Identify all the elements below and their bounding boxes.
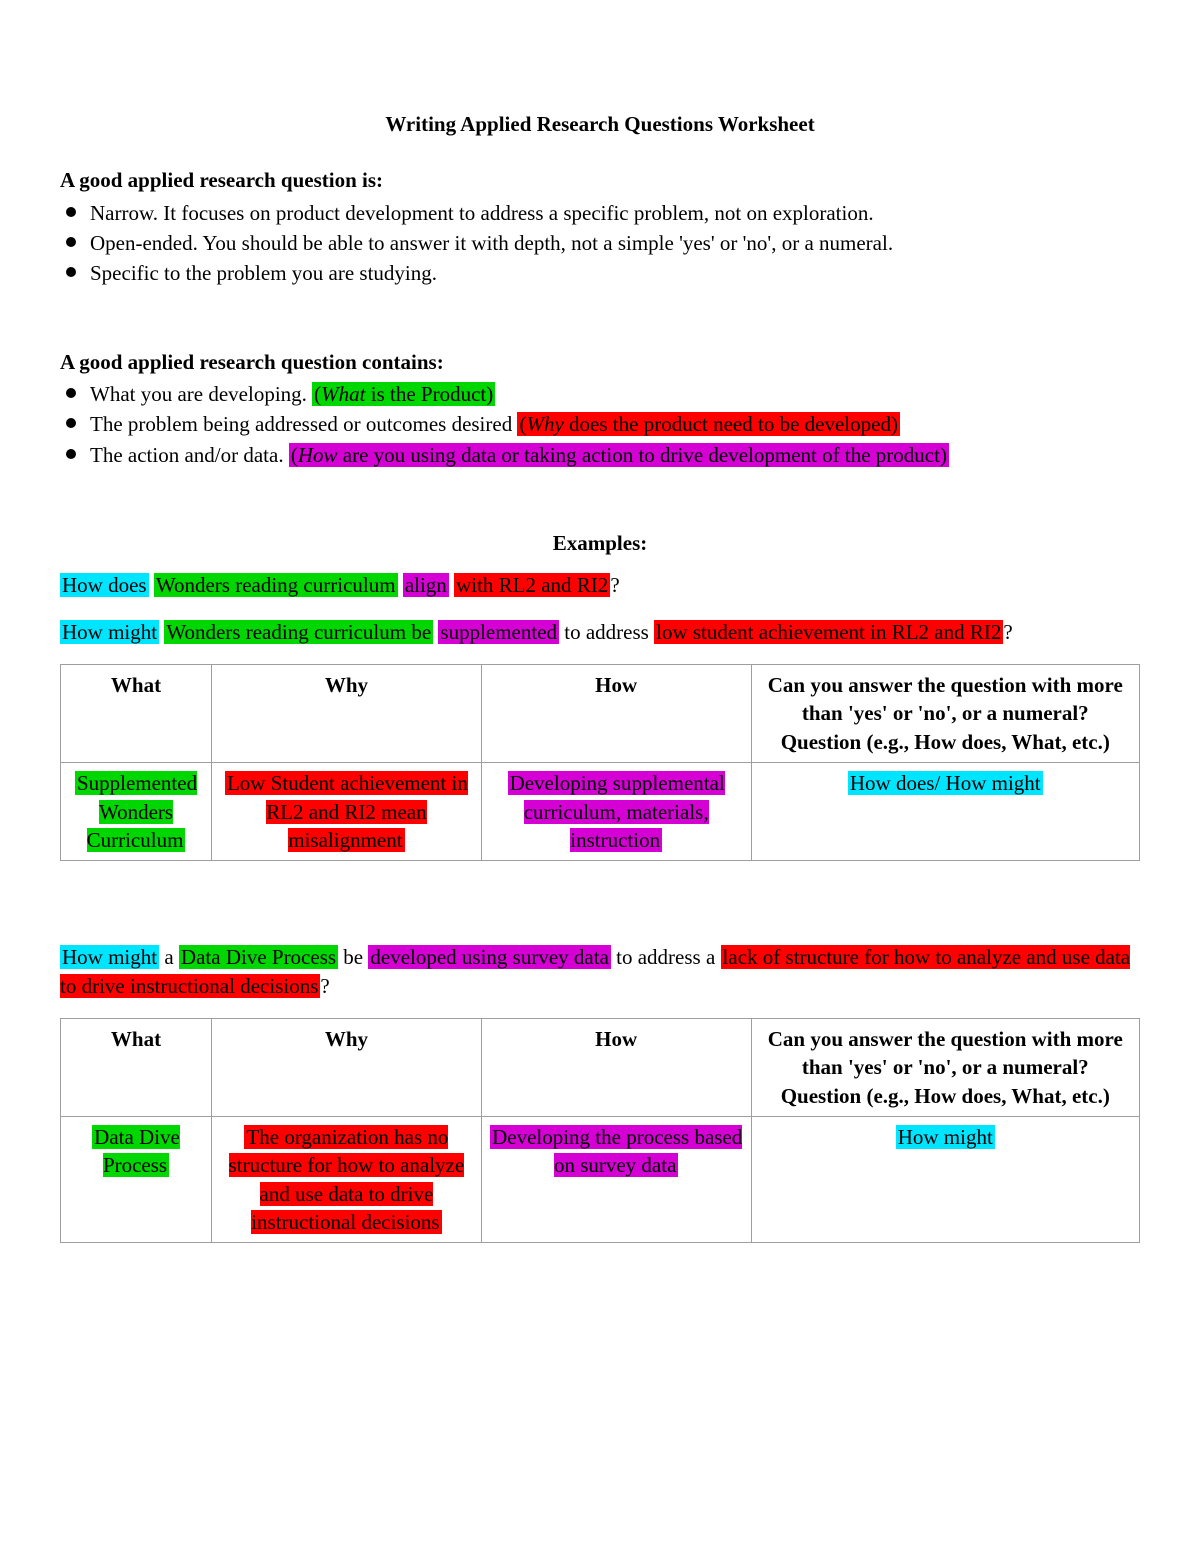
list-item-text: What you are developing. (What is the Pr… — [90, 380, 495, 408]
list-item: Narrow. It focuses on product developmen… — [60, 199, 1140, 227]
list-item-text: Narrow. It focuses on product developmen… — [90, 199, 874, 227]
example2-table: What Why How Can you answer the question… — [60, 1018, 1140, 1243]
list-item: What you are developing. (What is the Pr… — [60, 380, 1140, 408]
section1-head: A good applied research question is: — [60, 166, 1140, 194]
highlight: How might — [60, 620, 159, 644]
table-row: Supplemented Wonders Curriculum Low Stud… — [61, 763, 1140, 861]
section2-head: A good applied research question contain… — [60, 348, 1140, 376]
highlight: supplemented — [438, 620, 559, 644]
highlight: How might — [896, 1125, 995, 1149]
bullet-icon — [66, 418, 76, 428]
cell-why: The organization has no structure for ho… — [212, 1116, 482, 1242]
cell-answer: How does/ How might — [751, 763, 1139, 861]
section1-list: Narrow. It focuses on product developmen… — [60, 199, 1140, 288]
cell-how: Developing supplemental curriculum, mate… — [481, 763, 751, 861]
th-how: How — [481, 665, 751, 763]
example3-sentence: How might a Data Dive Process be develop… — [60, 943, 1140, 1000]
highlight: Data Dive Process — [92, 1125, 180, 1177]
highlight: developed using survey data — [368, 945, 611, 969]
example2-sentence: How might Wonders reading curriculum be … — [60, 618, 1140, 646]
list-item: Open-ended. You should be able to answer… — [60, 229, 1140, 257]
highlight: Low Student achievement in RL2 and RI2 m… — [225, 771, 468, 852]
examples-label: Examples: — [60, 529, 1140, 557]
highlight: Supplemented Wonders Curriculum — [75, 771, 197, 852]
highlight: (What is the Product) — [312, 382, 495, 406]
th-how: How — [481, 1018, 751, 1116]
highlight: low student achievement in RL2 and RI2 — [654, 620, 1003, 644]
highlight: align — [403, 573, 449, 597]
th-what: What — [61, 1018, 212, 1116]
bullet-icon — [66, 267, 76, 277]
table-row: Data Dive Process The organization has n… — [61, 1116, 1140, 1242]
bullet-icon — [66, 237, 76, 247]
highlight: The organization has no structure for ho… — [229, 1125, 465, 1234]
list-item-text: Specific to the problem you are studying… — [90, 259, 437, 287]
example1-sentence: How does Wonders reading curriculum alig… — [60, 571, 1140, 599]
th-why: Why — [212, 665, 482, 763]
highlight: Data Dive Process — [179, 945, 338, 969]
bullet-icon — [66, 207, 76, 217]
list-item: The problem being addressed or outcomes … — [60, 410, 1140, 438]
list-item-text: The problem being addressed or outcomes … — [90, 410, 900, 438]
bullet-icon — [66, 449, 76, 459]
cell-what: Data Dive Process — [61, 1116, 212, 1242]
th-what: What — [61, 665, 212, 763]
highlight: with RL2 and RI2 — [454, 573, 610, 597]
highlight: (How are you using data or taking action… — [289, 443, 949, 467]
highlight: Developing supplemental curriculum, mate… — [508, 771, 725, 852]
list-item: The action and/or data. (How are you usi… — [60, 441, 1140, 469]
example1-table: What Why How Can you answer the question… — [60, 664, 1140, 861]
th-why: Why — [212, 1018, 482, 1116]
highlight: Wonders reading curriculum be — [164, 620, 433, 644]
highlight: Developing the process based on survey d… — [490, 1125, 742, 1177]
list-item-text: The action and/or data. (How are you usi… — [90, 441, 949, 469]
cell-how: Developing the process based on survey d… — [481, 1116, 751, 1242]
cell-why: Low Student achievement in RL2 and RI2 m… — [212, 763, 482, 861]
th-answer: Can you answer the question with more th… — [751, 665, 1139, 763]
worksheet-page: Writing Applied Research Questions Works… — [0, 0, 1200, 1553]
section2-list: What you are developing. (What is the Pr… — [60, 380, 1140, 469]
cell-answer: How might — [751, 1116, 1139, 1242]
highlight: (Why does the product need to be develop… — [517, 412, 899, 436]
highlight: How does/ How might — [848, 771, 1043, 795]
list-item: Specific to the problem you are studying… — [60, 259, 1140, 287]
list-item-text: Open-ended. You should be able to answer… — [90, 229, 893, 257]
highlight: Wonders reading curriculum — [154, 573, 398, 597]
th-answer: Can you answer the question with more th… — [751, 1018, 1139, 1116]
bullet-icon — [66, 388, 76, 398]
cell-what: Supplemented Wonders Curriculum — [61, 763, 212, 861]
page-title: Writing Applied Research Questions Works… — [60, 110, 1140, 138]
highlight: How might — [60, 945, 159, 969]
highlight: How does — [60, 573, 149, 597]
